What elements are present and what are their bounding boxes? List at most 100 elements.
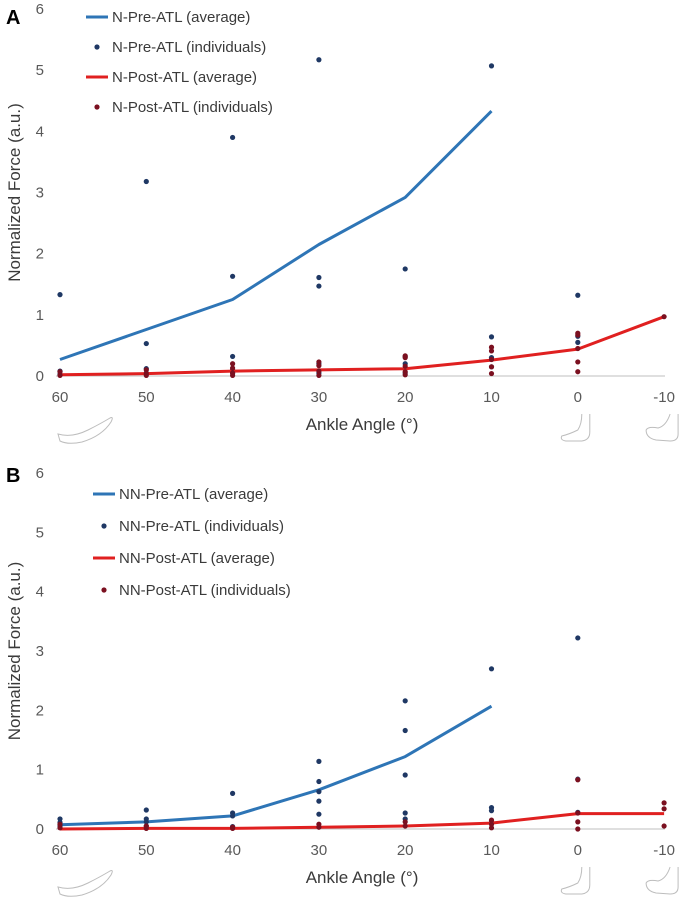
series-line xyxy=(59,315,665,377)
data-point xyxy=(575,369,581,375)
data-point xyxy=(57,825,63,831)
legend-dot-swatch xyxy=(101,523,107,529)
data-point xyxy=(316,758,322,764)
x-tick-label: 50 xyxy=(138,842,155,859)
data-point xyxy=(402,823,408,829)
data-point xyxy=(488,63,495,69)
data-point xyxy=(402,363,408,369)
data-point xyxy=(661,806,667,812)
data-point xyxy=(57,369,63,375)
data-point xyxy=(488,348,495,354)
series-line xyxy=(59,812,665,831)
x-tick-label: 40 xyxy=(224,842,241,859)
y-tick-label: 4 xyxy=(36,123,44,140)
x-tick-label: 10 xyxy=(483,842,500,859)
x-tick-label: 20 xyxy=(397,389,414,406)
y-tick-label: 2 xyxy=(36,246,44,263)
data-point xyxy=(575,826,581,832)
data-point xyxy=(575,332,581,338)
data-point xyxy=(316,363,322,369)
data-point xyxy=(402,698,408,704)
data-point xyxy=(143,340,149,347)
x-tick-label: 50 xyxy=(138,389,155,406)
y-tick-label: 0 xyxy=(36,368,44,385)
y-tick-label: 1 xyxy=(36,762,44,779)
data-point xyxy=(230,825,236,832)
data-point xyxy=(57,821,63,827)
x-tick-label: 30 xyxy=(311,842,328,859)
data-point xyxy=(230,813,236,819)
data-point xyxy=(488,808,495,814)
legend-dot-swatch xyxy=(101,587,107,593)
series-line xyxy=(59,110,493,361)
legend-dot-swatch xyxy=(94,104,100,110)
data-point xyxy=(143,178,149,185)
data-point xyxy=(316,824,322,830)
data-point xyxy=(488,666,495,672)
neutral-foot-icon xyxy=(560,413,591,442)
legend-label: N-Pre-ATL (individuals) xyxy=(112,39,266,56)
data-point xyxy=(316,811,322,817)
legend-label: N-Pre-ATL (average) xyxy=(112,9,250,26)
data-point xyxy=(661,800,667,806)
y-tick-label: 2 xyxy=(36,702,44,719)
data-point xyxy=(143,819,149,825)
plantarflexed-foot-icon xyxy=(57,870,113,897)
legend-label: NN-Pre-ATL (individuals) xyxy=(119,518,284,535)
data-point xyxy=(230,353,236,360)
x-tick-label: 20 xyxy=(397,842,414,859)
data-point xyxy=(488,344,495,350)
data-point xyxy=(143,367,149,373)
data-point xyxy=(230,361,236,367)
data-point xyxy=(57,372,63,378)
data-point xyxy=(575,292,581,298)
data-point xyxy=(230,273,236,279)
data-point xyxy=(488,334,495,340)
legend-label: NN-Post-ATL (average) xyxy=(119,550,275,567)
panel-a: A 0 1 2 3 4 5 6 60 50 40 30 20 10 0 -10 Ankle Angle (°)… xyxy=(5,1,679,444)
data-point xyxy=(488,821,495,827)
y-tick-label: 4 xyxy=(36,584,44,601)
data-point xyxy=(575,819,581,825)
y-tick-label: 0 xyxy=(36,821,44,838)
data-point xyxy=(402,810,408,816)
data-point xyxy=(575,345,581,352)
series-line xyxy=(59,704,493,827)
data-point xyxy=(488,356,495,363)
neutral-foot-icon xyxy=(560,866,591,895)
data-point xyxy=(402,372,408,378)
y-tick-label: 3 xyxy=(36,643,44,660)
data-point xyxy=(402,819,408,825)
data-point xyxy=(316,372,322,378)
data-point xyxy=(316,57,322,63)
x-tick-label: 60 xyxy=(52,389,69,406)
panel-b: B 0 1 2 3 4 5 6 60 50 40 30 20 10 0 -10 Ankle Angle (°)… xyxy=(5,465,679,897)
data-point xyxy=(143,372,149,378)
data-point xyxy=(402,266,408,272)
data-point xyxy=(661,823,667,829)
data-point xyxy=(402,772,408,778)
legend-label: N-Post-ATL (individuals) xyxy=(112,99,273,116)
data-point xyxy=(230,372,236,378)
data-point xyxy=(230,134,236,141)
data-point xyxy=(575,635,581,641)
plantarflexed-foot-icon xyxy=(57,417,113,444)
x-tick-label: 0 xyxy=(574,389,582,406)
y-tick-label: 6 xyxy=(36,1,44,18)
dorsiflexed-foot-icon xyxy=(645,413,679,442)
data-point xyxy=(575,810,581,816)
legend-label: NN-Pre-ATL (average) xyxy=(119,486,268,503)
panel-a-letter: A xyxy=(6,7,20,29)
data-point xyxy=(143,807,149,813)
y-tick-label: 1 xyxy=(36,307,44,324)
x-axis-title: Ankle Angle (°) xyxy=(306,868,419,887)
data-point xyxy=(316,789,322,795)
x-axis-title: Ankle Angle (°) xyxy=(306,415,419,434)
data-point xyxy=(575,359,581,365)
data-point xyxy=(143,825,149,832)
data-point xyxy=(57,292,63,298)
data-point xyxy=(488,370,495,377)
x-tick-label: 0 xyxy=(574,842,582,859)
y-tick-label: 5 xyxy=(36,524,44,541)
